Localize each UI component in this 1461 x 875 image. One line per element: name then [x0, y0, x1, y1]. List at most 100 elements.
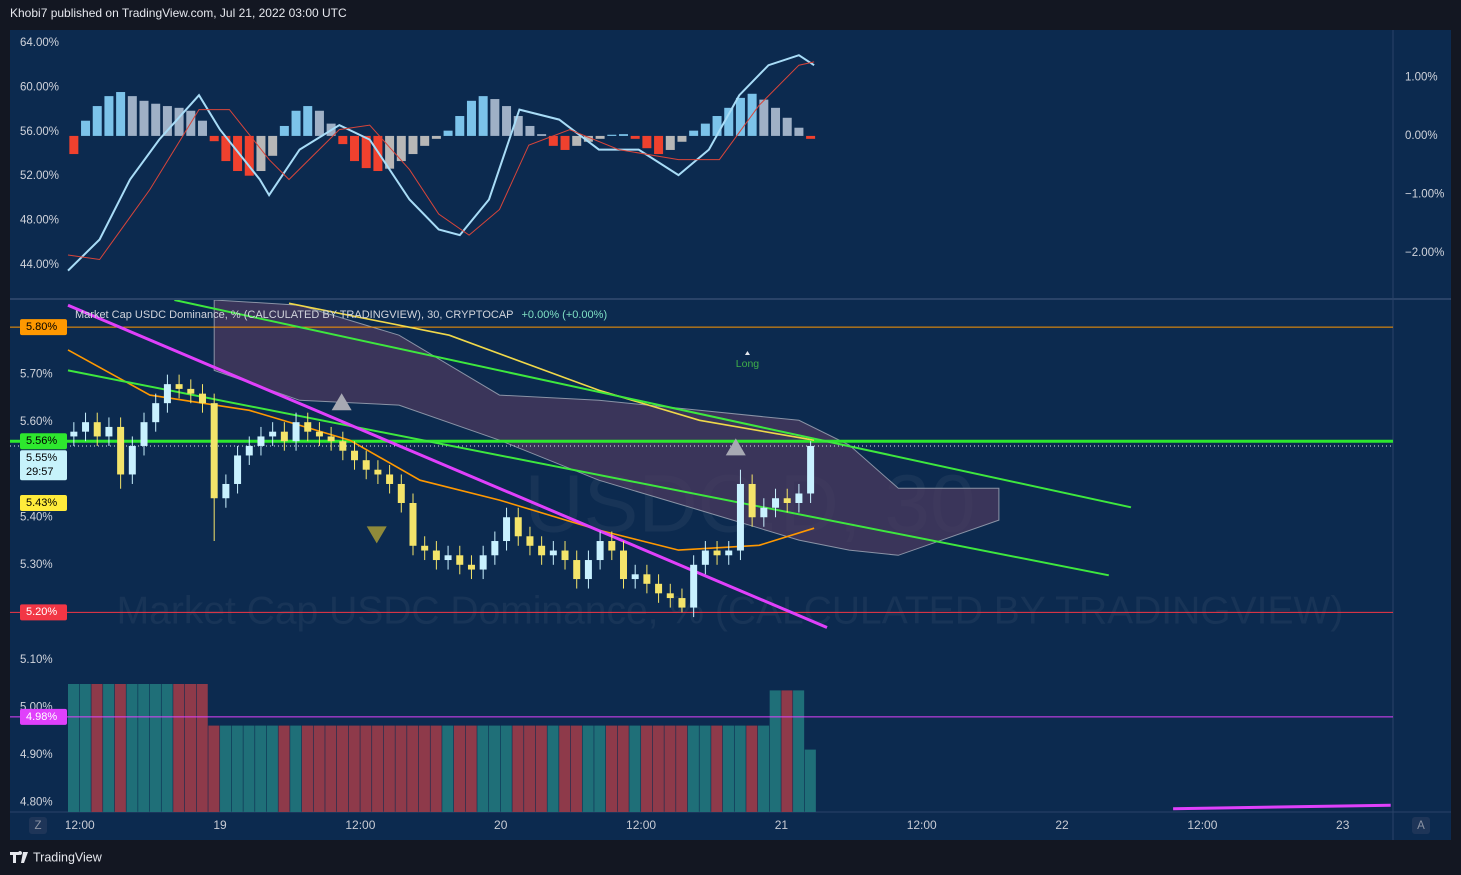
y-tick-label: 4.90% — [20, 749, 53, 761]
signal-label: Long — [736, 358, 760, 370]
y-tick-label: 64.00% — [20, 37, 59, 49]
histogram-bar — [513, 116, 523, 136]
candle-body — [70, 431, 78, 437]
volume-bar — [605, 725, 618, 812]
candle-body — [725, 550, 733, 556]
histogram-bar — [104, 96, 114, 136]
y-tick-label: 5.70% — [20, 369, 53, 381]
volume-bar — [512, 725, 524, 812]
x-tick-label: 20 — [494, 818, 508, 832]
candle-body — [795, 493, 803, 503]
candle-body — [292, 422, 300, 442]
price-badge — [20, 319, 67, 336]
y-tick-label: 4.80% — [20, 797, 53, 809]
histogram-bar — [303, 106, 313, 136]
signal-marker — [331, 393, 352, 411]
y-tick-label: 5.10% — [20, 654, 53, 666]
macd-line — [67, 54, 815, 272]
candle-body — [608, 541, 616, 551]
histogram-bar — [338, 135, 348, 145]
volume-bar — [699, 725, 711, 812]
x-tick-label: 12:00 — [626, 818, 656, 832]
histogram-bar — [548, 135, 558, 146]
candle-body — [339, 441, 347, 451]
y-tick-label: 48.00% — [20, 215, 59, 227]
volume-bar — [500, 725, 512, 812]
signal-marker — [725, 438, 746, 456]
volume-bar — [278, 725, 290, 812]
candle-body — [175, 384, 183, 389]
volume-bar — [196, 684, 208, 812]
histogram-bar — [408, 135, 418, 155]
histogram-bar — [209, 135, 219, 142]
candle-body — [596, 541, 604, 561]
button-label[interactable]: A — [1417, 820, 1425, 832]
candle-body — [538, 545, 546, 556]
button-label[interactable]: Z — [34, 820, 41, 832]
histogram-bar — [771, 107, 781, 136]
histogram-bar — [525, 125, 535, 136]
button[interactable] — [29, 817, 47, 834]
footer-brand: TradingView — [33, 850, 103, 864]
candle-body — [269, 431, 277, 437]
trend-line — [1173, 803, 1391, 811]
logo — [10, 851, 28, 863]
x-tick-label: 22 — [1055, 818, 1069, 832]
volume-bar — [722, 725, 734, 812]
candle-body — [561, 550, 569, 561]
candle-body — [93, 422, 101, 437]
volume-bar — [67, 684, 80, 812]
histogram-bar — [700, 123, 710, 136]
volume-bar — [208, 725, 220, 812]
volume-bar — [453, 725, 466, 812]
candle-body — [386, 474, 394, 484]
volume-bar — [266, 725, 278, 812]
candle-body — [514, 517, 522, 537]
histogram-bar — [116, 92, 126, 136]
axes: 44.00% 48.00% 52.00% 56.00% 60.00% 64.00% 1.00… — [20, 37, 1444, 809]
volume-bar — [255, 725, 267, 812]
histogram-bar — [385, 135, 395, 169]
candle-body — [421, 545, 429, 551]
button[interactable] — [1412, 817, 1430, 834]
trend-line — [67, 303, 828, 629]
histogram-bar — [350, 135, 360, 162]
x-tick-label: 12:00 — [907, 818, 937, 832]
candle-body — [140, 422, 148, 446]
candle-body — [444, 555, 452, 561]
candle-body — [198, 393, 206, 404]
candle-body — [690, 564, 698, 608]
price-badge-label: 5.56% — [26, 435, 57, 447]
volume-bar — [582, 725, 594, 812]
volume-bar — [325, 725, 337, 812]
histogram-bar — [151, 103, 161, 136]
histogram-bar — [560, 135, 570, 150]
candle-body — [584, 560, 592, 580]
histogram-bar — [478, 96, 488, 136]
candle-body — [666, 593, 674, 599]
price-badge-label: 5.55% — [26, 452, 57, 464]
histogram-bar — [92, 106, 102, 136]
candle-body — [304, 422, 312, 432]
candle-body — [456, 555, 464, 565]
volume-bar — [687, 725, 699, 812]
volume-bar — [617, 725, 629, 812]
volume-bar — [336, 725, 349, 812]
histogram-bar — [291, 110, 301, 136]
candle-body — [187, 388, 195, 394]
moving-average — [288, 302, 815, 441]
candle-body — [163, 384, 171, 404]
candle-body — [713, 550, 721, 556]
legend-change: +0.00% (+0.00%) — [522, 309, 608, 321]
volume-bar — [372, 725, 384, 812]
candle-body — [760, 507, 768, 518]
histogram-bar — [689, 130, 699, 136]
candle-body — [701, 550, 709, 565]
histogram-bar — [455, 116, 465, 136]
y-tick-label: 52.00% — [20, 170, 59, 182]
y2-tick-label: −2.00% — [1405, 247, 1444, 259]
volume-bar — [126, 684, 138, 812]
price-badge-label: 5.80% — [26, 321, 57, 333]
price-badge — [20, 604, 67, 621]
